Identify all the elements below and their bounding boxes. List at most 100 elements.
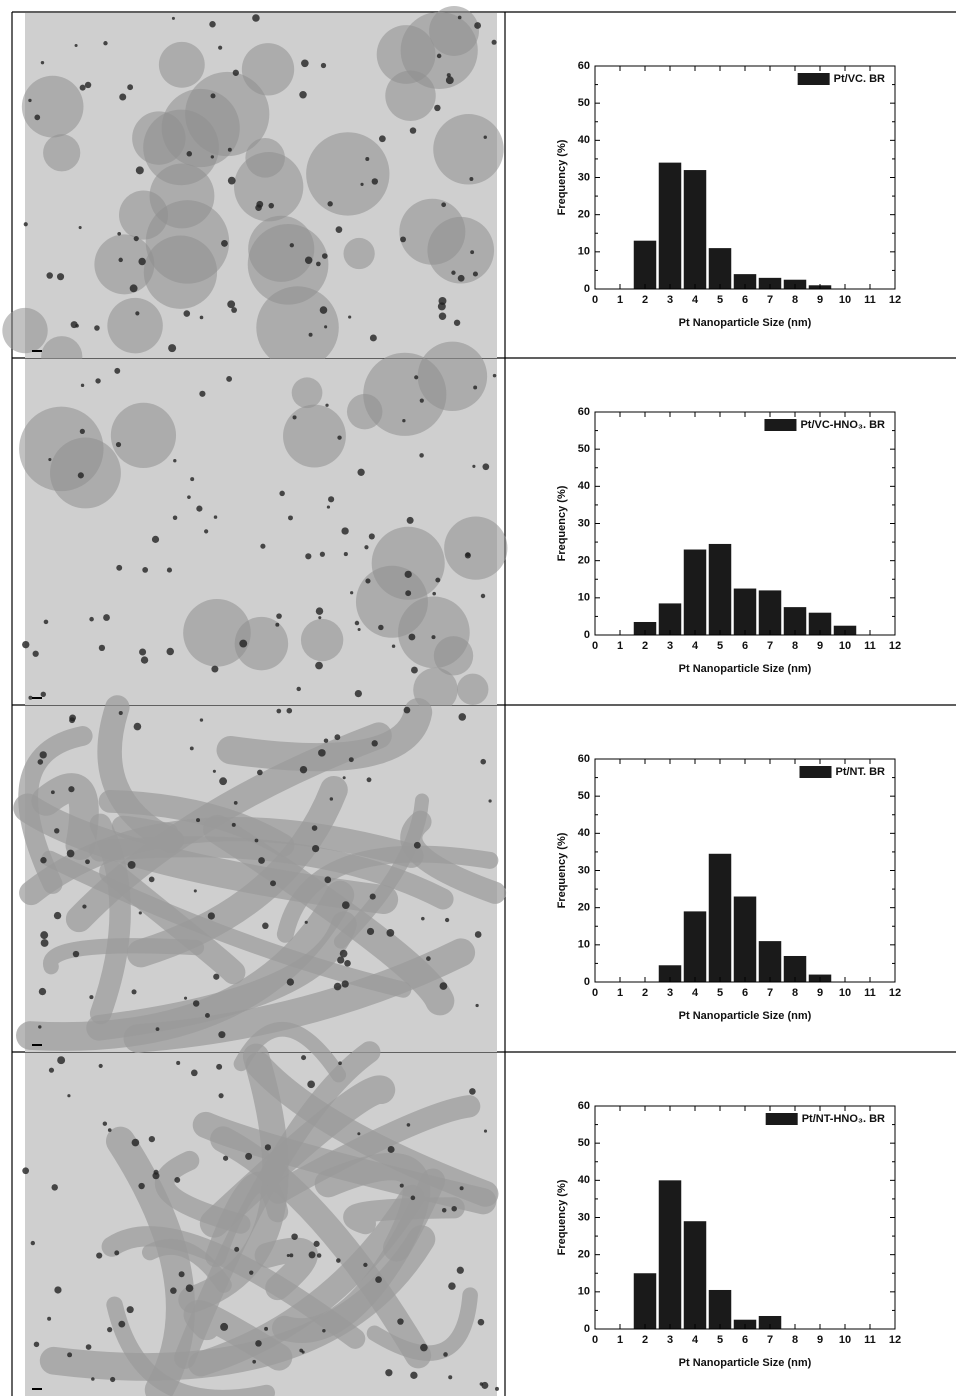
- pt-particle: [94, 325, 100, 331]
- pt-particle: [311, 825, 318, 831]
- y-tick-label: 50: [578, 1137, 590, 1149]
- pt-particle: [78, 225, 82, 230]
- carbon-particle: [343, 237, 375, 270]
- pt-particle: [469, 1088, 476, 1095]
- pt-particle: [264, 1144, 271, 1151]
- pt-particle: [354, 620, 360, 626]
- pt-particle: [480, 758, 487, 765]
- carbon-particle: [233, 152, 304, 222]
- pt-particle: [23, 222, 28, 227]
- pt-particle: [258, 857, 265, 864]
- carbon-particle: [158, 41, 205, 88]
- pt-particle: [445, 76, 454, 85]
- pt-particle: [220, 1322, 229, 1331]
- pt-particle: [170, 1287, 177, 1294]
- pt-particle: [457, 15, 462, 20]
- pt-particle: [138, 911, 142, 915]
- pt-particle: [315, 607, 324, 615]
- carbon-particle: [444, 516, 508, 580]
- y-tick-label: 40: [578, 480, 590, 492]
- pt-particle: [249, 1270, 254, 1275]
- pt-particle: [438, 312, 447, 320]
- nanotube: [203, 814, 455, 1016]
- pt-particle: [339, 949, 348, 958]
- pt-particle: [117, 231, 122, 236]
- pt-particle: [431, 635, 436, 640]
- pt-particle: [47, 1316, 52, 1321]
- pt-particle: [457, 274, 465, 282]
- pt-particle: [366, 777, 372, 783]
- pt-particle: [103, 41, 108, 46]
- pt-particle: [435, 577, 441, 583]
- x-tick-label: 0: [592, 1334, 598, 1346]
- pt-particle: [140, 656, 149, 664]
- x-tick-label: 0: [592, 640, 598, 652]
- y-tick-label: 0: [584, 283, 590, 295]
- x-tick-label: 12: [889, 1334, 901, 1346]
- nanotube: [245, 1051, 499, 1207]
- pt-particle: [357, 468, 365, 476]
- pt-particle: [40, 931, 49, 940]
- pt-particle: [69, 717, 76, 724]
- pt-particle: [444, 917, 450, 923]
- pt-particle: [148, 1135, 155, 1143]
- pt-particle: [286, 707, 293, 714]
- x-tick-label: 2: [642, 987, 648, 999]
- legend-label: Pt/VC-HNO₃. BR: [800, 419, 885, 431]
- pt-particle: [324, 876, 332, 884]
- pt-particle: [321, 253, 328, 259]
- y-tick-label: 30: [578, 171, 590, 183]
- pt-particle: [419, 453, 424, 458]
- pt-particle: [311, 844, 320, 853]
- x-tick-label: 6: [742, 640, 748, 652]
- y-tick-label: 20: [578, 555, 590, 567]
- scale-bar: [32, 350, 42, 352]
- nanotube: [16, 880, 355, 1051]
- pt-particle: [492, 373, 497, 378]
- pt-particle: [350, 591, 354, 595]
- pt-particle: [378, 135, 386, 143]
- pt-particle: [131, 1138, 140, 1147]
- pt-particle: [386, 929, 395, 937]
- bar: [683, 170, 707, 289]
- x-tick-label: 6: [742, 987, 748, 999]
- pt-particle: [296, 686, 301, 692]
- pt-particle: [482, 463, 490, 471]
- bar: [633, 621, 657, 635]
- pt-particle: [316, 261, 321, 267]
- nanotube: [18, 726, 93, 894]
- bar: [658, 162, 682, 289]
- pt-particle: [276, 708, 282, 714]
- pt-particle: [324, 325, 328, 329]
- pt-particle: [234, 1246, 240, 1252]
- pt-particle: [174, 1176, 181, 1183]
- pt-particle: [89, 995, 94, 1000]
- pt-particle: [451, 270, 456, 275]
- x-tick-label: 7: [767, 640, 773, 652]
- pt-particle: [233, 801, 238, 805]
- pt-particle: [365, 157, 370, 162]
- y-tick-label: 0: [584, 976, 590, 988]
- carbon-particle: [107, 297, 163, 354]
- x-tick-label: 11: [864, 987, 876, 999]
- x-axis-label: Pt Nanoparticle Size (nm): [679, 1357, 812, 1369]
- y-tick-label: 50: [578, 790, 590, 802]
- pt-particle: [436, 53, 442, 59]
- x-tick-label: 9: [817, 294, 823, 306]
- pt-particle: [138, 1182, 145, 1190]
- pt-particle: [474, 931, 482, 938]
- pt-particle: [226, 376, 233, 382]
- pt-particle: [434, 104, 441, 112]
- pt-particle: [337, 956, 345, 964]
- pt-particle: [232, 69, 239, 76]
- pt-particle: [171, 16, 175, 20]
- x-tick-label: 0: [592, 294, 598, 306]
- bar: [758, 1315, 782, 1329]
- pt-particle: [326, 505, 331, 509]
- x-tick-label: 10: [839, 987, 851, 999]
- pt-particle: [57, 1056, 66, 1065]
- pt-particle: [397, 1318, 404, 1325]
- pt-particle: [207, 912, 215, 920]
- x-tick-label: 7: [767, 294, 773, 306]
